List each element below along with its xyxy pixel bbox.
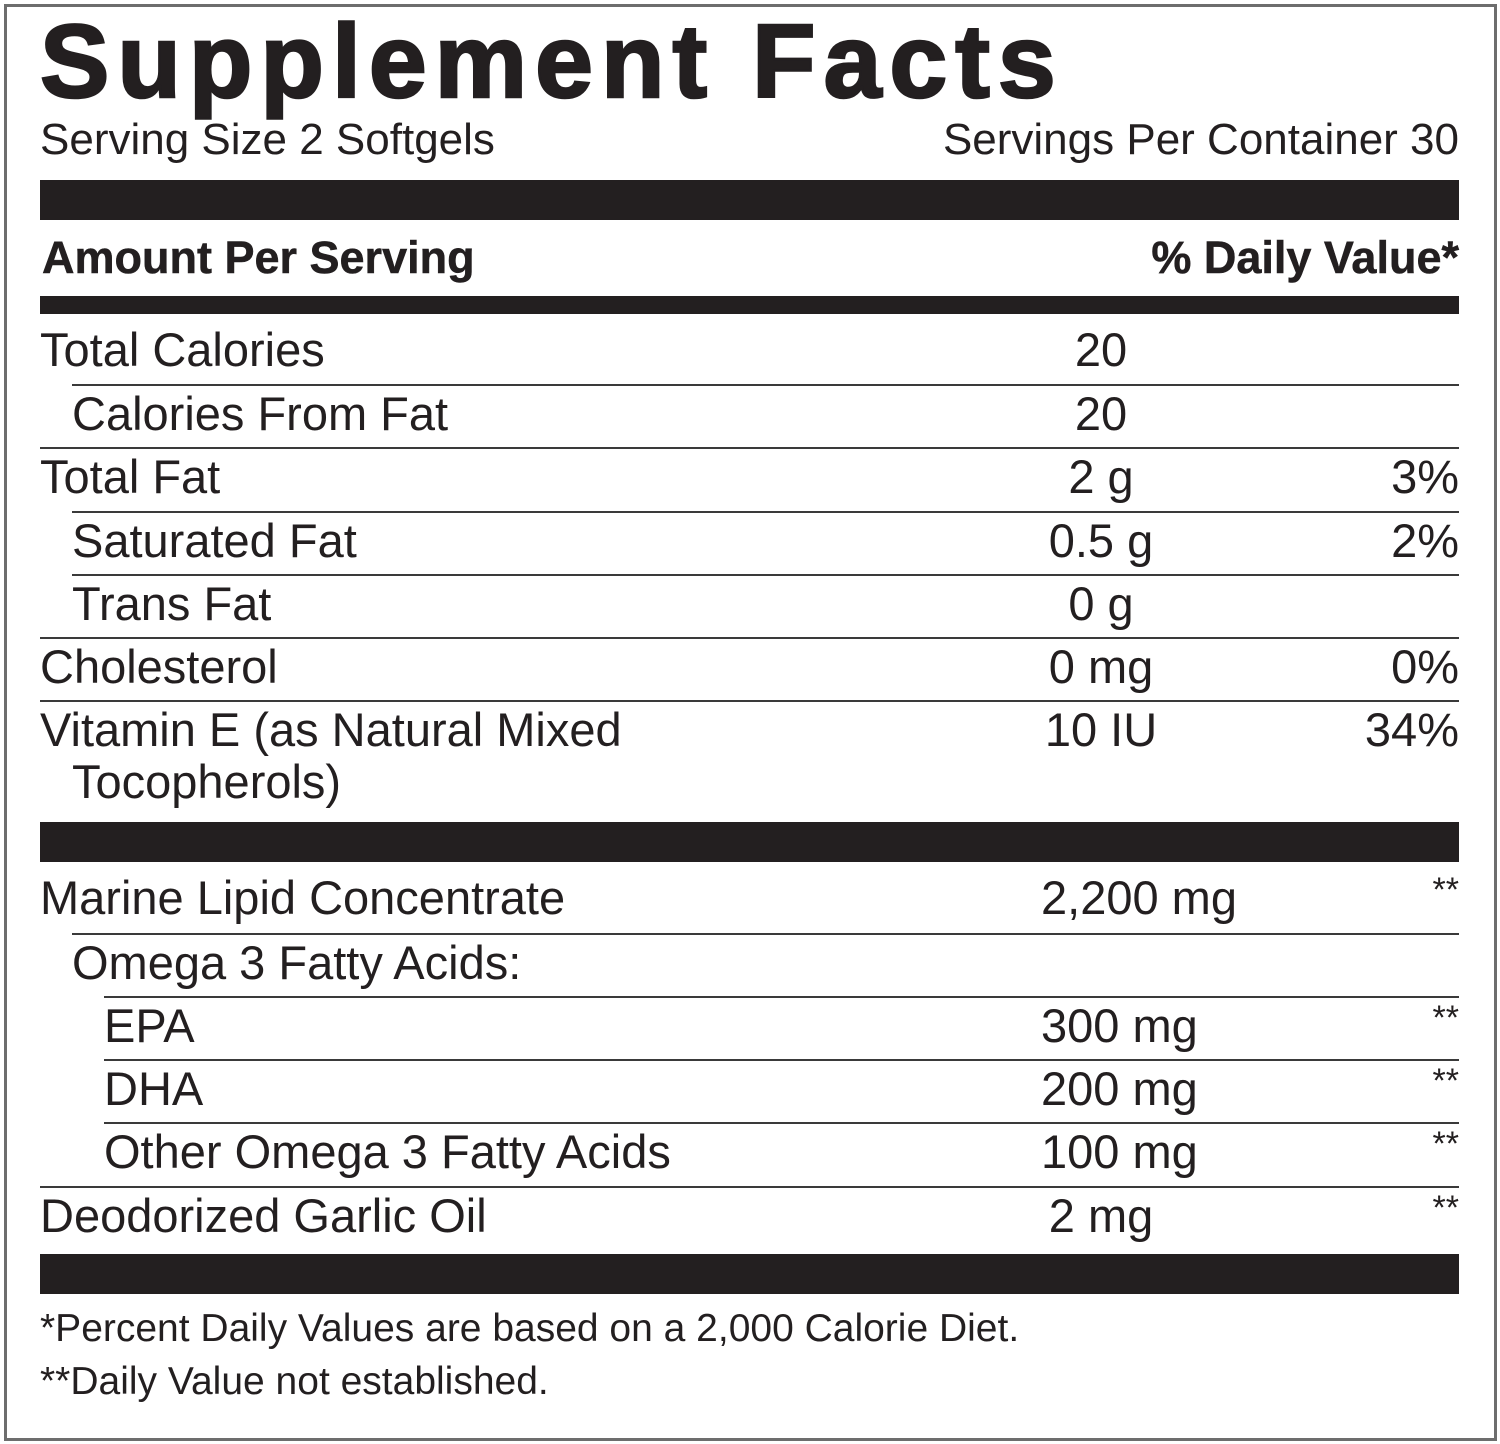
table-row: Saturated Fat 0.5 g 2% [72, 511, 1459, 576]
table-row: Cholesterol 0 mg 0% [40, 637, 1459, 702]
table-row: Marine Lipid Concentrate 2,200 mg ** [40, 870, 1459, 933]
table-row: Other Omega 3 Fatty Acids 100 mg ** [104, 1122, 1459, 1188]
serving-size: Serving Size 2 Softgels [40, 115, 495, 164]
nutrient-amount: 10 IU [1044, 703, 1158, 756]
nutrient-amount: 20 [1074, 323, 1128, 376]
amount-per-serving-header: Amount Per Serving [42, 232, 475, 284]
thick-divider [40, 180, 1459, 220]
label-border [4, 4, 1497, 1441]
nutrient-name: EPA [104, 999, 195, 1052]
nutrient-amount: 2 g [1068, 450, 1134, 503]
daily-value: 2% [1391, 514, 1459, 567]
table-row: Omega 3 Fatty Acids: [72, 933, 1459, 998]
nutrient-name: Trans Fat [72, 577, 272, 630]
footnote-not-established: **Daily Value not established. [40, 1360, 549, 1403]
nutrient-amount: 100 mg [1041, 1125, 1198, 1178]
table-row: Vitamin E (as Natural Mixed Tocopherols) 1… [40, 700, 1459, 824]
nutrient-name: Other Omega 3 Fatty Acids [104, 1125, 671, 1178]
nutrient-amount: 20 [1074, 387, 1128, 440]
nutrient-name: Saturated Fat [72, 514, 357, 567]
table-row: Calories From Fat 20 [72, 384, 1459, 449]
daily-value: ** [1432, 1062, 1459, 1100]
table-row: Total Calories 20 [40, 322, 1459, 384]
nutrient-amount: 200 mg [1041, 1062, 1198, 1115]
label-title: Supplement Facts [39, 3, 1064, 122]
nutrient-name: Marine Lipid Concentrate [40, 871, 566, 924]
daily-value: ** [1432, 1125, 1459, 1163]
nutrient-name: Omega 3 Fatty Acids: [72, 936, 522, 989]
nutrient-amount: 0.5 g [1048, 514, 1154, 567]
medium-divider [40, 296, 1459, 314]
thick-divider [40, 822, 1459, 862]
thick-divider [40, 1254, 1459, 1294]
table-row: Total Fat 2 g 3% [40, 447, 1459, 513]
table-row: DHA 200 mg ** [104, 1059, 1459, 1124]
servings-per-container: Servings Per Container 30 [942, 115, 1459, 164]
daily-value: 3% [1391, 450, 1459, 503]
daily-value: ** [1432, 999, 1459, 1037]
nutrient-amount: 300 mg [1041, 999, 1198, 1052]
nutrient-name-continued: Tocopherols) [72, 755, 342, 808]
table-row: Deodorized Garlic Oil 2 mg ** [40, 1186, 1459, 1256]
nutrient-name: Calories From Fat [72, 387, 449, 440]
daily-value: ** [1432, 871, 1459, 909]
nutrient-name: Deodorized Garlic Oil [40, 1189, 487, 1242]
table-row: Trans Fat 0 g [72, 574, 1459, 639]
daily-value-header: % Daily Value* [1151, 232, 1459, 284]
nutrient-name: Total Calories [40, 323, 325, 376]
nutrient-name: Vitamin E (as Natural Mixed [40, 703, 622, 756]
table-row: EPA 300 mg ** [104, 996, 1459, 1061]
nutrient-name: Cholesterol [40, 640, 278, 693]
nutrient-amount: 0 mg [1048, 640, 1154, 693]
nutrient-name: DHA [104, 1062, 204, 1115]
nutrient-amount: 2,200 mg [1041, 871, 1237, 924]
nutrient-name: Total Fat [40, 450, 221, 503]
footnote-daily-value: *Percent Daily Values are based on a 2,0… [40, 1307, 1020, 1350]
daily-value: 34% [1364, 703, 1459, 756]
daily-value: 0% [1391, 640, 1459, 693]
daily-value: ** [1432, 1189, 1459, 1227]
nutrient-amount: 0 g [1068, 577, 1134, 630]
nutrient-amount: 2 mg [1048, 1189, 1154, 1242]
